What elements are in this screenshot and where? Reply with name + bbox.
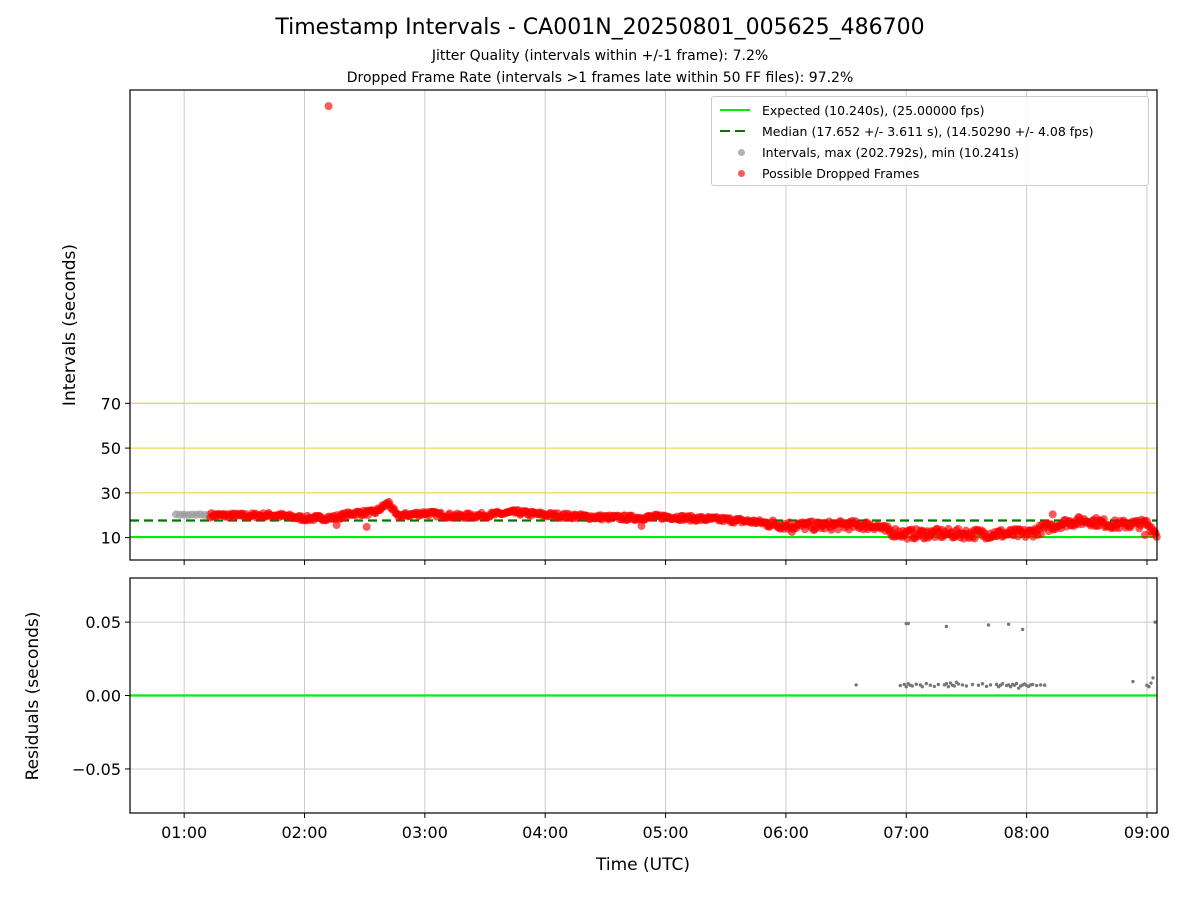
residual-point [1153, 620, 1157, 624]
residual-point [986, 623, 991, 627]
legend-swatch-dropped [720, 166, 750, 180]
x-tick-label: 01:00 [161, 823, 207, 842]
legend-label-median: Median (17.652 +/- 3.611 s), (14.50290 +… [762, 123, 1094, 139]
residual-point [988, 683, 993, 687]
dropped-frame-point [1140, 530, 1149, 539]
residual-point [928, 683, 933, 687]
top-y-tick-label: 70 [101, 394, 121, 413]
residual-point [854, 683, 858, 687]
residual-point [1042, 683, 1047, 687]
residual-point [948, 681, 953, 685]
top-data-points [172, 102, 1161, 543]
residual-point [964, 684, 969, 688]
legend: Expected (10.240s), (25.00000 fps) Media… [711, 96, 1149, 186]
residual-point [976, 683, 981, 687]
residual-point [924, 681, 929, 686]
residual-point [1151, 676, 1155, 680]
residual-point [902, 682, 906, 687]
x-tick-label: 09:00 [1124, 823, 1170, 842]
dropped-frame-point [332, 521, 341, 530]
dropped-frame-point [1048, 510, 1057, 519]
residual-point [980, 682, 985, 686]
dropped-frame-point [362, 522, 371, 531]
dropped-frame-rate-subtitle: Dropped Frame Rate (intervals >1 frames … [346, 70, 854, 86]
dropped-frame-point [1036, 530, 1045, 539]
x-tick-label: 02:00 [281, 823, 327, 842]
residual-point [1020, 627, 1025, 632]
legend-item-expected: Expected (10.240s), (25.00000 fps) [720, 101, 984, 119]
legend-label-expected: Expected (10.240s), (25.00000 fps) [762, 102, 985, 118]
residual-point [994, 682, 999, 687]
top-axes: 10 30 50 70 [101, 394, 1148, 565]
residual-point [1014, 681, 1019, 686]
residual-point [898, 683, 902, 688]
x-tick-label: 05:00 [643, 823, 689, 842]
residual-point [1030, 682, 1035, 687]
legend-swatch-expected [720, 103, 750, 117]
residual-point [956, 682, 961, 686]
dropped-frame-point [787, 528, 796, 537]
residual-point [1008, 684, 1013, 689]
residual-point [1006, 622, 1011, 626]
x-tick-label: 06:00 [763, 823, 809, 842]
residual-point [984, 684, 989, 689]
legend-swatch-intervals [720, 145, 750, 159]
residual-point [906, 621, 910, 626]
jitter-quality-subtitle: Jitter Quality (intervals within +/-1 fr… [431, 48, 769, 64]
top-y-tick-label: 50 [101, 439, 121, 458]
x-tick-label: 08:00 [1004, 823, 1050, 842]
top-plot-frame [129, 89, 1158, 561]
residual-point [960, 683, 965, 687]
residual-point [1149, 681, 1153, 685]
residual-point [932, 684, 937, 689]
residual-point [952, 684, 957, 688]
residual-point [920, 684, 925, 689]
dropped-frame-outlier-point [324, 102, 333, 111]
legend-item-dropped: Possible Dropped Frames [720, 164, 919, 182]
residual-point [1038, 683, 1043, 687]
dropped-frame-point [970, 534, 979, 543]
residual-point [936, 682, 941, 687]
dropped-frame-point [833, 525, 842, 534]
top-y-axis-label: Intervals (seconds) [60, 244, 80, 406]
residual-point [944, 682, 949, 686]
legend-label-intervals: Intervals, max (202.792s), min (10.241s) [762, 144, 1019, 160]
x-tick-label: 03:00 [402, 823, 448, 842]
residual-point [1131, 679, 1135, 684]
bottom-y-tick-label: −0.05 [72, 760, 121, 779]
residual-point [944, 624, 949, 629]
bottom-data-points [854, 620, 1157, 690]
x-axis-label: Time (UTC) [595, 855, 690, 875]
chart-title: Timestamp Intervals - CA001N_20250801_00… [275, 15, 925, 40]
x-tick-label: 07:00 [883, 823, 929, 842]
bottom-y-tick-label: 0.05 [85, 613, 121, 632]
bottom-axes: 01:00 02:00 03:00 04:00 05:00 06:00 07:00 08:00… [72, 613, 1170, 842]
dropped-frame-point [637, 521, 646, 530]
top-y-tick-label: 10 [101, 529, 121, 548]
legend-label-dropped: Possible Dropped Frames [762, 165, 920, 181]
residual-point [1016, 686, 1021, 690]
legend-swatch-median [720, 124, 750, 138]
top-y-tick-label: 30 [101, 484, 121, 503]
residual-point [946, 684, 951, 689]
dropped-frame-point [1099, 515, 1108, 524]
residual-point [914, 682, 918, 686]
residual-point [904, 684, 908, 689]
bottom-y-tick-label: 0.00 [85, 687, 121, 706]
residual-point [1147, 684, 1151, 689]
residual-point [910, 684, 914, 688]
legend-item-median: Median (17.652 +/- 3.611 s), (14.50290 +… [720, 122, 1093, 140]
residual-point [970, 682, 975, 687]
residual-point [1034, 683, 1039, 688]
legend-item-intervals: Intervals, max (202.792s), min (10.241s) [720, 143, 1019, 161]
bottom-y-axis-label: Residuals (seconds) [23, 612, 43, 781]
x-tick-label: 04:00 [522, 823, 568, 842]
residual-point [1000, 682, 1005, 686]
